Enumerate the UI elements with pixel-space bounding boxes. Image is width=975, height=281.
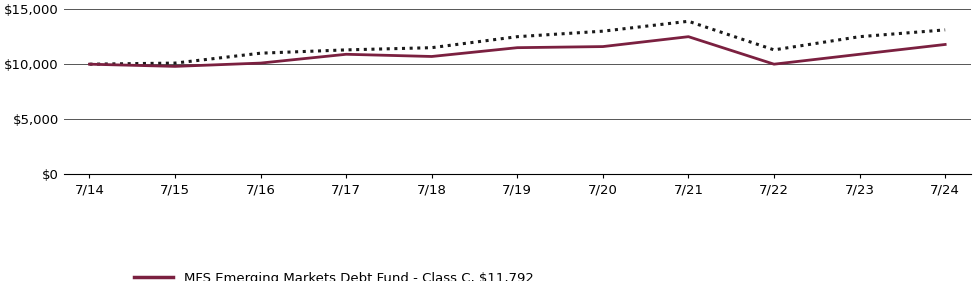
Legend: MFS Emerging Markets Debt Fund - Class C, $11,792, JPMorgan Emerging Markets Bon: MFS Emerging Markets Debt Fund - Class C… <box>134 272 636 281</box>
MFS Emerging Markets Debt Fund - Class C, $11,792 <box>254 61 266 65</box>
JPMorgan Emerging Markets Bond Index Global Diversified, $13,118 <box>854 35 866 38</box>
Line: MFS Emerging Markets Debt Fund - Class C, $11,792: MFS Emerging Markets Debt Fund - Class C… <box>90 37 945 66</box>
MFS Emerging Markets Debt Fund - Class C, $11,792 <box>597 45 608 48</box>
MFS Emerging Markets Debt Fund - Class C, $11,792 <box>854 53 866 56</box>
JPMorgan Emerging Markets Bond Index Global Diversified, $13,118 <box>939 28 951 31</box>
JPMorgan Emerging Markets Bond Index Global Diversified, $13,118 <box>597 30 608 33</box>
JPMorgan Emerging Markets Bond Index Global Diversified, $13,118 <box>682 20 694 23</box>
MFS Emerging Markets Debt Fund - Class C, $11,792 <box>84 62 96 66</box>
Line: JPMorgan Emerging Markets Bond Index Global Diversified, $13,118: JPMorgan Emerging Markets Bond Index Glo… <box>90 21 945 64</box>
MFS Emerging Markets Debt Fund - Class C, $11,792 <box>939 43 951 46</box>
MFS Emerging Markets Debt Fund - Class C, $11,792 <box>682 35 694 38</box>
JPMorgan Emerging Markets Bond Index Global Diversified, $13,118 <box>84 62 96 66</box>
MFS Emerging Markets Debt Fund - Class C, $11,792 <box>512 46 524 49</box>
JPMorgan Emerging Markets Bond Index Global Diversified, $13,118 <box>254 51 266 55</box>
MFS Emerging Markets Debt Fund - Class C, $11,792 <box>170 65 181 68</box>
JPMorgan Emerging Markets Bond Index Global Diversified, $13,118 <box>340 48 352 52</box>
MFS Emerging Markets Debt Fund - Class C, $11,792 <box>426 55 438 58</box>
JPMorgan Emerging Markets Bond Index Global Diversified, $13,118 <box>512 35 524 38</box>
JPMorgan Emerging Markets Bond Index Global Diversified, $13,118 <box>768 48 780 52</box>
MFS Emerging Markets Debt Fund - Class C, $11,792 <box>340 53 352 56</box>
JPMorgan Emerging Markets Bond Index Global Diversified, $13,118 <box>426 46 438 49</box>
MFS Emerging Markets Debt Fund - Class C, $11,792 <box>768 62 780 66</box>
JPMorgan Emerging Markets Bond Index Global Diversified, $13,118 <box>170 61 181 65</box>
